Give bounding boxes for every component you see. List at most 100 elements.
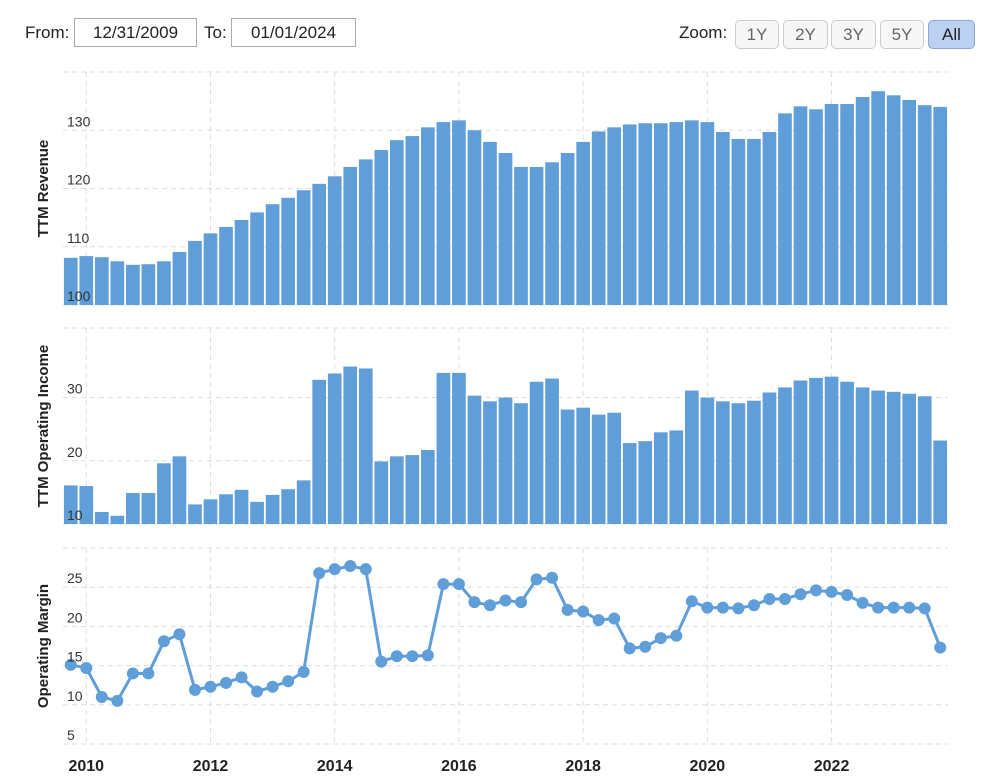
bar: [886, 95, 901, 305]
point: [934, 641, 947, 654]
point: [701, 601, 714, 614]
bar: [855, 97, 870, 305]
point: [918, 602, 931, 615]
y-tick-label: 20: [67, 444, 83, 460]
x-tick-label: 2016: [441, 758, 477, 775]
zoom-button[interactable]: 1Y: [735, 20, 779, 49]
bar: [374, 461, 389, 524]
bar: [917, 396, 932, 524]
bar: [498, 397, 513, 524]
point: [887, 601, 900, 614]
bar: [514, 403, 528, 524]
bar: [514, 166, 528, 305]
y-tick-label: 25: [67, 570, 83, 586]
y-tick-label: 30: [67, 381, 83, 397]
bar: [79, 486, 94, 524]
x-tick-label: 2018: [565, 758, 601, 775]
point: [623, 642, 636, 655]
point: [64, 658, 77, 671]
y-tick-label: 120: [67, 172, 91, 188]
bar: [141, 264, 156, 305]
bar: [731, 403, 746, 524]
bar: [157, 261, 171, 305]
bar: [421, 127, 435, 306]
y-tick-label: 5: [67, 727, 75, 743]
bar: [653, 432, 668, 524]
point: [577, 605, 590, 618]
point: [468, 596, 481, 609]
x-tick-label: 2010: [68, 758, 104, 775]
point: [452, 578, 465, 591]
point: [841, 589, 854, 602]
point: [390, 650, 403, 663]
bar: [700, 122, 715, 305]
from-input[interactable]: 12/31/2009: [74, 18, 197, 47]
bar: [622, 443, 637, 524]
bar: [762, 131, 777, 305]
y-tick-label: 15: [67, 649, 83, 665]
bar: [110, 261, 125, 305]
zoom-button[interactable]: 5Y: [880, 20, 924, 49]
bar: [917, 105, 932, 305]
point: [406, 650, 419, 663]
bar: [172, 456, 187, 524]
bar: [684, 390, 699, 524]
bar: [716, 131, 730, 305]
bar: [436, 372, 451, 524]
bar: [141, 493, 156, 524]
bar: [421, 450, 435, 524]
point: [328, 563, 341, 576]
bar: [389, 140, 404, 305]
zoom-button[interactable]: 3Y: [831, 20, 876, 49]
bar: [452, 372, 466, 524]
bar: [529, 381, 544, 524]
bar: [203, 499, 218, 524]
point: [608, 612, 621, 625]
zoom-button[interactable]: All: [928, 20, 975, 49]
bar: [607, 412, 622, 524]
bar: [778, 113, 792, 305]
bar: [281, 489, 295, 524]
bar: [545, 378, 559, 524]
to-input[interactable]: 01/01/2024: [231, 18, 356, 47]
point: [204, 680, 217, 693]
point: [561, 603, 574, 616]
point: [483, 599, 496, 612]
point: [872, 601, 885, 614]
bar: [358, 368, 373, 524]
bar: [63, 485, 78, 524]
bar: [747, 138, 761, 305]
bar: [560, 152, 575, 305]
bar: [855, 387, 870, 524]
point: [515, 596, 528, 609]
bar: [545, 162, 559, 305]
bar: [250, 212, 264, 305]
to-label: To:: [204, 23, 227, 42]
bar: [452, 120, 466, 305]
point: [546, 571, 559, 584]
bar: [591, 414, 606, 524]
bar: [110, 515, 125, 524]
bar: [374, 150, 389, 305]
bar: [793, 380, 808, 524]
y-tick-label: 110: [67, 230, 90, 246]
point: [95, 690, 108, 703]
x-tick-label: 2022: [814, 758, 850, 775]
point: [313, 567, 326, 580]
y-tick-label: 20: [67, 609, 83, 625]
bar: [327, 176, 342, 305]
point: [825, 585, 838, 598]
bar: [126, 264, 140, 305]
bar: [436, 122, 451, 305]
from-label: From:: [25, 23, 70, 42]
point: [778, 592, 791, 605]
bar: [902, 99, 917, 306]
bar: [560, 409, 575, 524]
zoom-button[interactable]: 2Y: [783, 20, 828, 49]
bar: [886, 391, 901, 524]
point: [375, 655, 388, 668]
point: [810, 584, 823, 597]
point: [266, 680, 279, 693]
bar: [684, 120, 699, 305]
